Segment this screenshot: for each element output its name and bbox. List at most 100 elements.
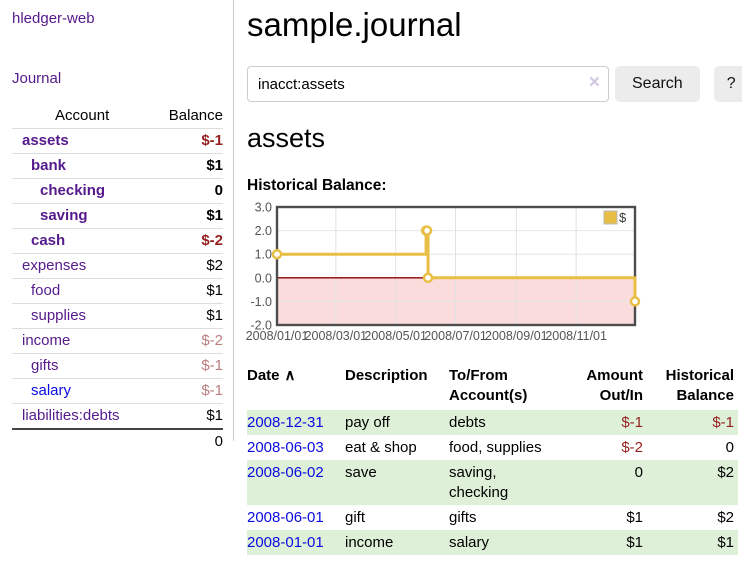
account-row: checking 0 [12, 179, 223, 204]
account-balance: $-2 [201, 332, 223, 349]
svg-text:2008/09/01: 2008/09/01 [485, 329, 548, 343]
svg-text:2008/07/01: 2008/07/01 [424, 329, 487, 343]
svg-text:3.0: 3.0 [255, 201, 272, 215]
account-row: supplies $1 [12, 304, 223, 329]
account-link-food[interactable]: food [31, 282, 61, 299]
account-balance: $1 [206, 407, 223, 424]
search-input[interactable] [247, 66, 609, 102]
description-column-header: Description [345, 367, 428, 384]
transaction-amount: $1 [626, 533, 643, 551]
account-row: bank $1 [12, 154, 223, 179]
accounts-total-row: 0 [12, 429, 223, 454]
balance-column-header: Balance [168, 107, 223, 124]
transaction-accounts: salary [449, 533, 490, 551]
svg-text:-2.0: -2.0 [250, 319, 272, 333]
historical-balance-chart: $3.0 2.0 1.0 0.0 -1.0 -2.02008/01/012008/03/0… [246, 201, 641, 343]
svg-text:2.0: 2.0 [255, 224, 272, 238]
transaction-amount: 0 [634, 463, 643, 481]
account-link-salary[interactable]: salary [31, 382, 72, 399]
register-row: 2008-01-01 income salary $1 $1 [247, 530, 738, 555]
account-link-assets[interactable]: assets [22, 132, 69, 149]
account-row: salary $-1 [12, 379, 223, 404]
account-heading: assets [247, 123, 326, 153]
clear-search-icon[interactable]: × [588, 72, 600, 93]
main-content: sample.journal × Search ? assets Histori… [246, 0, 742, 555]
register-row: 2008-12-31 pay off debts $-1 $-1 [247, 410, 738, 435]
account-balance: $-1 [201, 382, 223, 399]
account-row: expenses $2 [12, 254, 223, 279]
app-title-link[interactable]: hledger-web [12, 10, 95, 27]
account-link-expenses[interactable]: expenses [22, 257, 87, 274]
account-link-liabilities-debts[interactable]: liabilities:debts [22, 407, 120, 424]
transaction-balance: 0 [725, 438, 734, 456]
sort-ascending-icon: ∧ [284, 367, 296, 384]
account-link-income[interactable]: income [22, 332, 71, 349]
svg-text:2008/03/01: 2008/03/01 [305, 329, 368, 343]
account-link-gifts[interactable]: gifts [31, 357, 59, 374]
account-row: saving $1 [12, 204, 223, 229]
svg-text:2008/01/01: 2008/01/01 [246, 329, 309, 343]
account-row: gifts $-1 [12, 354, 223, 379]
accounts-total-value: 0 [214, 433, 223, 450]
account-balance: $-2 [201, 232, 223, 249]
transaction-amount: $-2 [621, 438, 643, 456]
account-balance: $1 [206, 207, 223, 224]
accounts-header-row: Account Balance [12, 104, 223, 129]
register-header-row: Date ∧ Description To/From Account(s) Amo… [247, 364, 738, 410]
help-button[interactable]: ? [713, 66, 742, 102]
transaction-date-link[interactable]: 2008-06-01 [247, 508, 324, 526]
account-balance: $2 [206, 257, 223, 274]
register-row: 2008-06-02 save saving, checking 0 $2 [247, 460, 738, 505]
search-button[interactable]: Search [615, 66, 700, 102]
transaction-description: pay off [345, 413, 390, 431]
svg-text:-1.0: -1.0 [250, 295, 272, 309]
account-row: food $1 [12, 279, 223, 304]
account-row: liabilities:debts $1 [12, 404, 223, 429]
accounts-table: Account Balance assets $-1 bank $1 check… [12, 104, 223, 454]
transaction-accounts: food, supplies [449, 438, 542, 456]
account-balance: 0 [214, 182, 223, 199]
sidebar: hledger-web Journal Account Balance asse… [0, 0, 234, 450]
date-column-header[interactable]: Date ∧ [247, 367, 296, 384]
svg-text:2008/11/01: 2008/11/01 [545, 329, 607, 343]
accounts-column-header: To/From Account(s) [449, 367, 528, 404]
transaction-description: income [345, 533, 394, 551]
transaction-amount: $1 [626, 508, 643, 526]
transaction-date-link[interactable]: 2008-01-01 [247, 533, 324, 551]
amount-column-header: Amount Out/In [586, 367, 643, 404]
transaction-balance: $2 [717, 463, 734, 481]
svg-text:1.0: 1.0 [255, 248, 272, 262]
account-balance: $1 [206, 157, 223, 174]
transaction-accounts: debts [449, 413, 486, 431]
balance-column-header: Historical Balance [665, 367, 734, 404]
account-row: cash $-2 [12, 229, 223, 254]
transaction-balance: $2 [717, 508, 734, 526]
transaction-accounts: gifts [449, 508, 477, 526]
transaction-date-link[interactable]: 2008-12-31 [247, 413, 324, 431]
account-row: assets $-1 [12, 129, 223, 154]
sidebar-item-journal[interactable]: Journal [12, 70, 62, 87]
transaction-date-link[interactable]: 2008-06-02 [247, 463, 324, 481]
transaction-date-link[interactable]: 2008-06-03 [247, 438, 324, 456]
transaction-description: gift [345, 508, 366, 526]
chart-title: Historical Balance: [247, 177, 387, 194]
register-table: Date ∧ Description To/From Account(s) Amo… [247, 364, 738, 555]
account-link-bank[interactable]: bank [31, 157, 67, 174]
svg-text:$: $ [619, 210, 627, 225]
account-column-header: Account [55, 107, 110, 124]
svg-text:2008/05/01: 2008/05/01 [364, 329, 427, 343]
account-balance: $1 [206, 307, 223, 324]
svg-text:0.0: 0.0 [255, 271, 272, 285]
account-link-checking[interactable]: checking [40, 182, 106, 199]
transaction-accounts: saving, checking [449, 463, 509, 501]
account-link-cash[interactable]: cash [31, 232, 66, 249]
transaction-balance: $-1 [712, 413, 734, 431]
transaction-description: save [345, 463, 377, 481]
account-link-supplies[interactable]: supplies [31, 307, 87, 324]
account-balance: $-1 [201, 357, 223, 374]
account-link-saving[interactable]: saving [40, 207, 88, 224]
transaction-balance: $1 [717, 533, 734, 551]
account-balance: $1 [206, 282, 223, 299]
account-balance: $-1 [201, 132, 223, 149]
account-row: income $-2 [12, 329, 223, 354]
